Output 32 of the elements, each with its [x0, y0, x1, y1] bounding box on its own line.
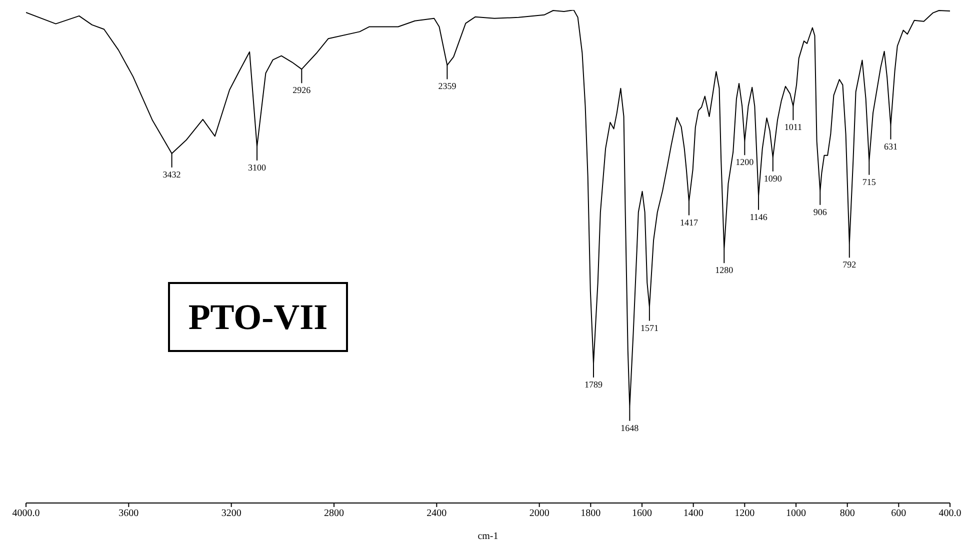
x-tick-label: 3600 [118, 508, 139, 520]
annotation: 715 [862, 176, 876, 187]
x-tick-label: 3200 [221, 508, 242, 520]
x-tick-label: 1600 [632, 508, 652, 520]
annotation: 1417 [680, 217, 698, 228]
annotation: 792 [842, 260, 856, 270]
x-tick-label: 1400 [683, 508, 704, 520]
annotation: 1571 [640, 322, 658, 333]
annotation: 3100 [248, 162, 266, 173]
annotation: 1090 [764, 173, 782, 184]
annotation: 1011 [784, 122, 802, 132]
x-tick-label: 1000 [786, 508, 806, 520]
x-tick-label: 4000.0 [12, 508, 40, 520]
annotation: 1789 [584, 379, 603, 390]
x-tick-label: 1200 [734, 508, 755, 520]
x-tick-label: 400.0 [938, 508, 962, 520]
x-tick-label: 2800 [324, 508, 344, 520]
annotation: 906 [813, 206, 828, 217]
x-tick-label: 2000 [529, 508, 550, 520]
annotation: 1280 [715, 265, 734, 276]
annotation: 3432 [162, 169, 181, 180]
x-tick-label: 600 [891, 508, 906, 520]
annotation: 1648 [620, 422, 640, 433]
x-tick-label: 2400 [426, 508, 447, 520]
annotation: 2359 [438, 81, 457, 92]
annotation: 631 [884, 141, 898, 152]
x-tick-label: 800 [840, 508, 855, 520]
x-axis-title: cm-1 [478, 531, 498, 541]
x-tick-label: 1800 [580, 508, 601, 520]
annotation: 2926 [292, 85, 312, 96]
annotation: 1200 [736, 157, 754, 168]
annotation: 1146 [750, 212, 768, 222]
